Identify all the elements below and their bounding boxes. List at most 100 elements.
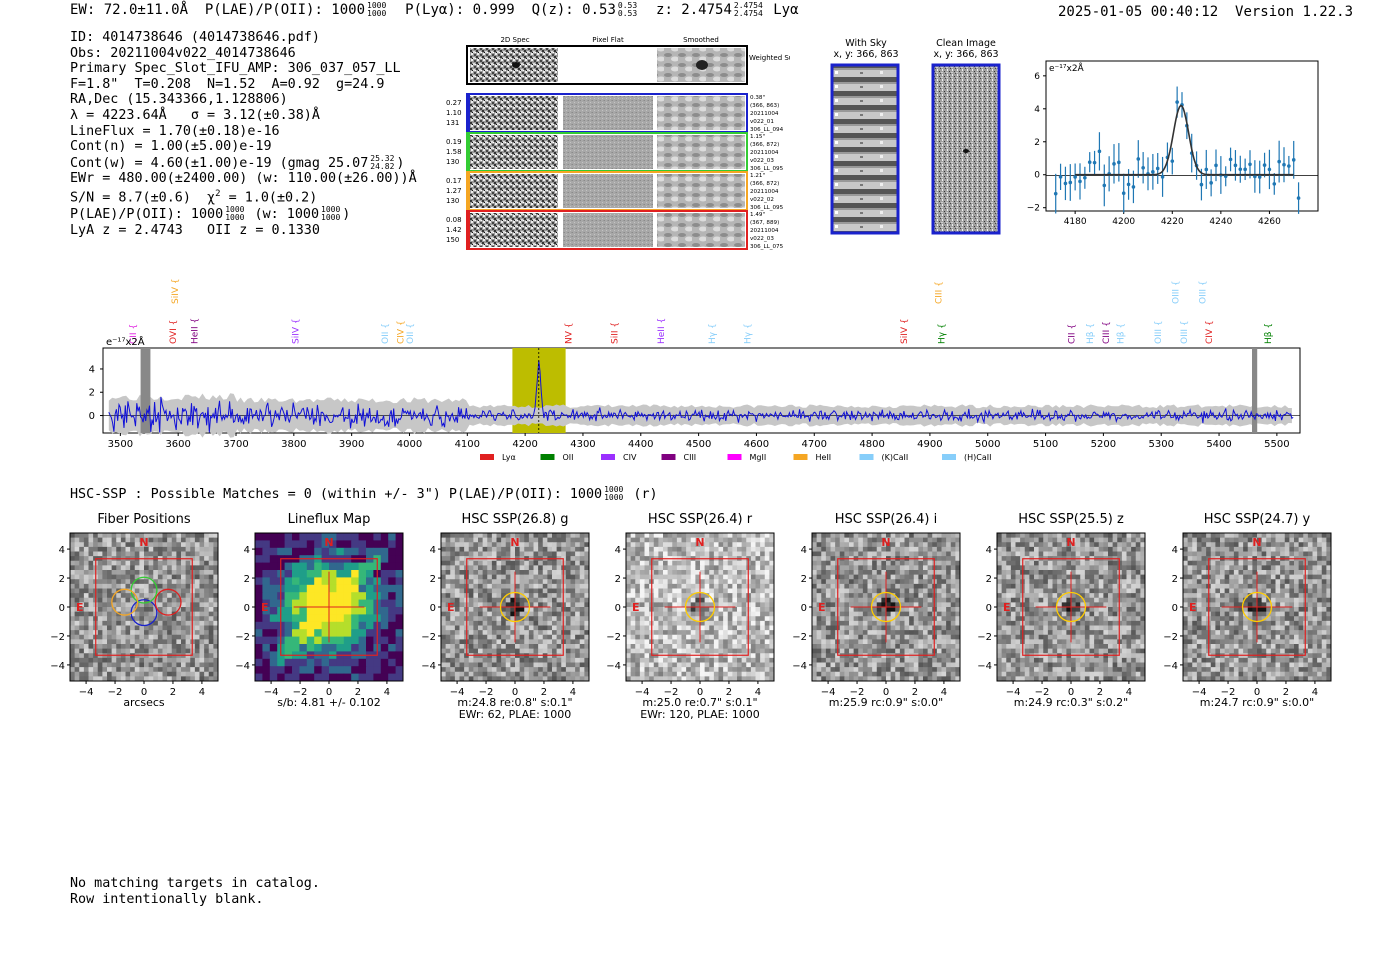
hsc-pixel <box>677 570 682 575</box>
lineflux-pixel <box>307 570 315 578</box>
hsc-pixel <box>524 575 529 580</box>
hsc-pixel <box>900 533 905 538</box>
hsc-pixel <box>700 667 705 672</box>
hsc-pixel <box>942 570 947 575</box>
hsc-pixel <box>571 644 576 649</box>
hsc-pixel <box>469 616 474 621</box>
hsc-pixel <box>126 635 131 640</box>
hsc-pixel <box>849 547 854 552</box>
cutout-flat <box>563 135 653 169</box>
hsc-pixel <box>176 538 181 543</box>
lineflux-pixel <box>336 651 344 659</box>
hsc-pixel <box>626 626 631 631</box>
hsc-pixel <box>905 621 910 626</box>
hsc-pixel <box>835 589 840 594</box>
hsc-pixel <box>695 565 700 570</box>
hsc-pixel <box>821 547 826 552</box>
hsc-pixel <box>751 653 756 658</box>
hsc-pixel <box>515 667 520 672</box>
lineflux-pixel <box>307 548 315 556</box>
lineflux-pixel <box>381 651 389 659</box>
hsc-pixel <box>561 644 566 649</box>
hsc-pixel <box>93 579 98 584</box>
hsc-pixel <box>723 589 728 594</box>
hsc-pixel <box>709 579 714 584</box>
hsc-pixel <box>139 663 144 668</box>
hsc-pixel <box>455 649 460 654</box>
hsc-pixel <box>760 663 765 668</box>
hsc-pixel <box>686 570 691 575</box>
hsc-pixel <box>497 575 502 580</box>
hsc-pixel <box>709 649 714 654</box>
lineflux-pixel <box>322 666 330 674</box>
hsc-pixel <box>872 584 877 589</box>
hsc-pixel <box>167 561 172 566</box>
hsc-pixel <box>75 630 80 635</box>
hsc-pixel <box>900 626 905 631</box>
lineflux-pixel <box>373 577 381 585</box>
hsc-pixel <box>751 621 756 626</box>
hsc-pixel <box>102 621 107 626</box>
lineflux-pixel <box>381 570 389 578</box>
hsc-pixel <box>918 658 923 663</box>
cutout-2dspec <box>470 96 558 130</box>
hsc-pixel <box>751 598 756 603</box>
spectrum-xtick-label: 4800 <box>859 439 884 450</box>
hsc-pixel <box>756 584 761 589</box>
hsc-pixel <box>765 644 770 649</box>
hsc-pixel <box>520 626 525 631</box>
zoom-point <box>1268 168 1272 172</box>
hsc-pixel <box>139 676 144 681</box>
hsc-pixel <box>654 556 659 561</box>
hsc-pixel <box>835 598 840 603</box>
hsc-pixel <box>937 598 942 603</box>
lineflux-pixel <box>329 555 337 563</box>
hsc-pixel <box>98 552 103 557</box>
hsc-pixel <box>756 639 761 644</box>
hsc-ytick-label: 0 <box>615 603 621 614</box>
compass-east: E <box>261 601 269 614</box>
hsc-pixel <box>172 542 177 547</box>
hsc-pixel <box>895 565 900 570</box>
hsc-pixel <box>176 644 181 649</box>
hsc-pixel <box>891 658 896 663</box>
hsc-pixel <box>200 635 205 640</box>
hsc-pixel <box>89 635 94 640</box>
hsc-pixel <box>93 533 98 538</box>
hsc-pixel <box>854 621 859 626</box>
hsc-pixel <box>742 644 747 649</box>
zoom-point <box>1132 185 1136 189</box>
hsc-pixel <box>654 630 659 635</box>
hsc-pixel <box>900 552 905 557</box>
hsc-pixel <box>70 639 75 644</box>
hsc-pixel <box>492 644 497 649</box>
hsc-pixel <box>534 663 539 668</box>
hsc-pixel <box>510 533 515 538</box>
hsc-pixel <box>446 653 451 658</box>
hsc-pixel <box>186 547 191 552</box>
hsc-pixel <box>107 635 112 640</box>
hsc-pixel <box>84 579 89 584</box>
hsc-pixel <box>723 635 728 640</box>
hsc-pixel <box>742 653 747 658</box>
hsc-pixel <box>668 547 673 552</box>
hsc-pixel <box>863 602 868 607</box>
compass-east: E <box>818 601 826 614</box>
hsc-pixel <box>144 676 149 681</box>
lineflux-pixel <box>292 674 300 682</box>
lineflux-pixel <box>277 644 285 652</box>
hsc-pixel <box>631 672 636 677</box>
cutout-right-label: 20211004 <box>750 111 779 117</box>
hsc-pixel <box>75 565 80 570</box>
hsc-pixel <box>190 630 195 635</box>
hsc-pixel <box>746 547 751 552</box>
hsc-pixel <box>144 630 149 635</box>
hsc-pixel <box>728 542 733 547</box>
hsc-pixel <box>575 630 580 635</box>
hsc-pixel <box>863 552 868 557</box>
hsc-pixel <box>932 663 937 668</box>
hsc-pixel <box>116 667 121 672</box>
clean-image-source <box>963 149 969 153</box>
hsc-pixel <box>881 663 886 668</box>
lineflux-pixel <box>277 585 285 593</box>
